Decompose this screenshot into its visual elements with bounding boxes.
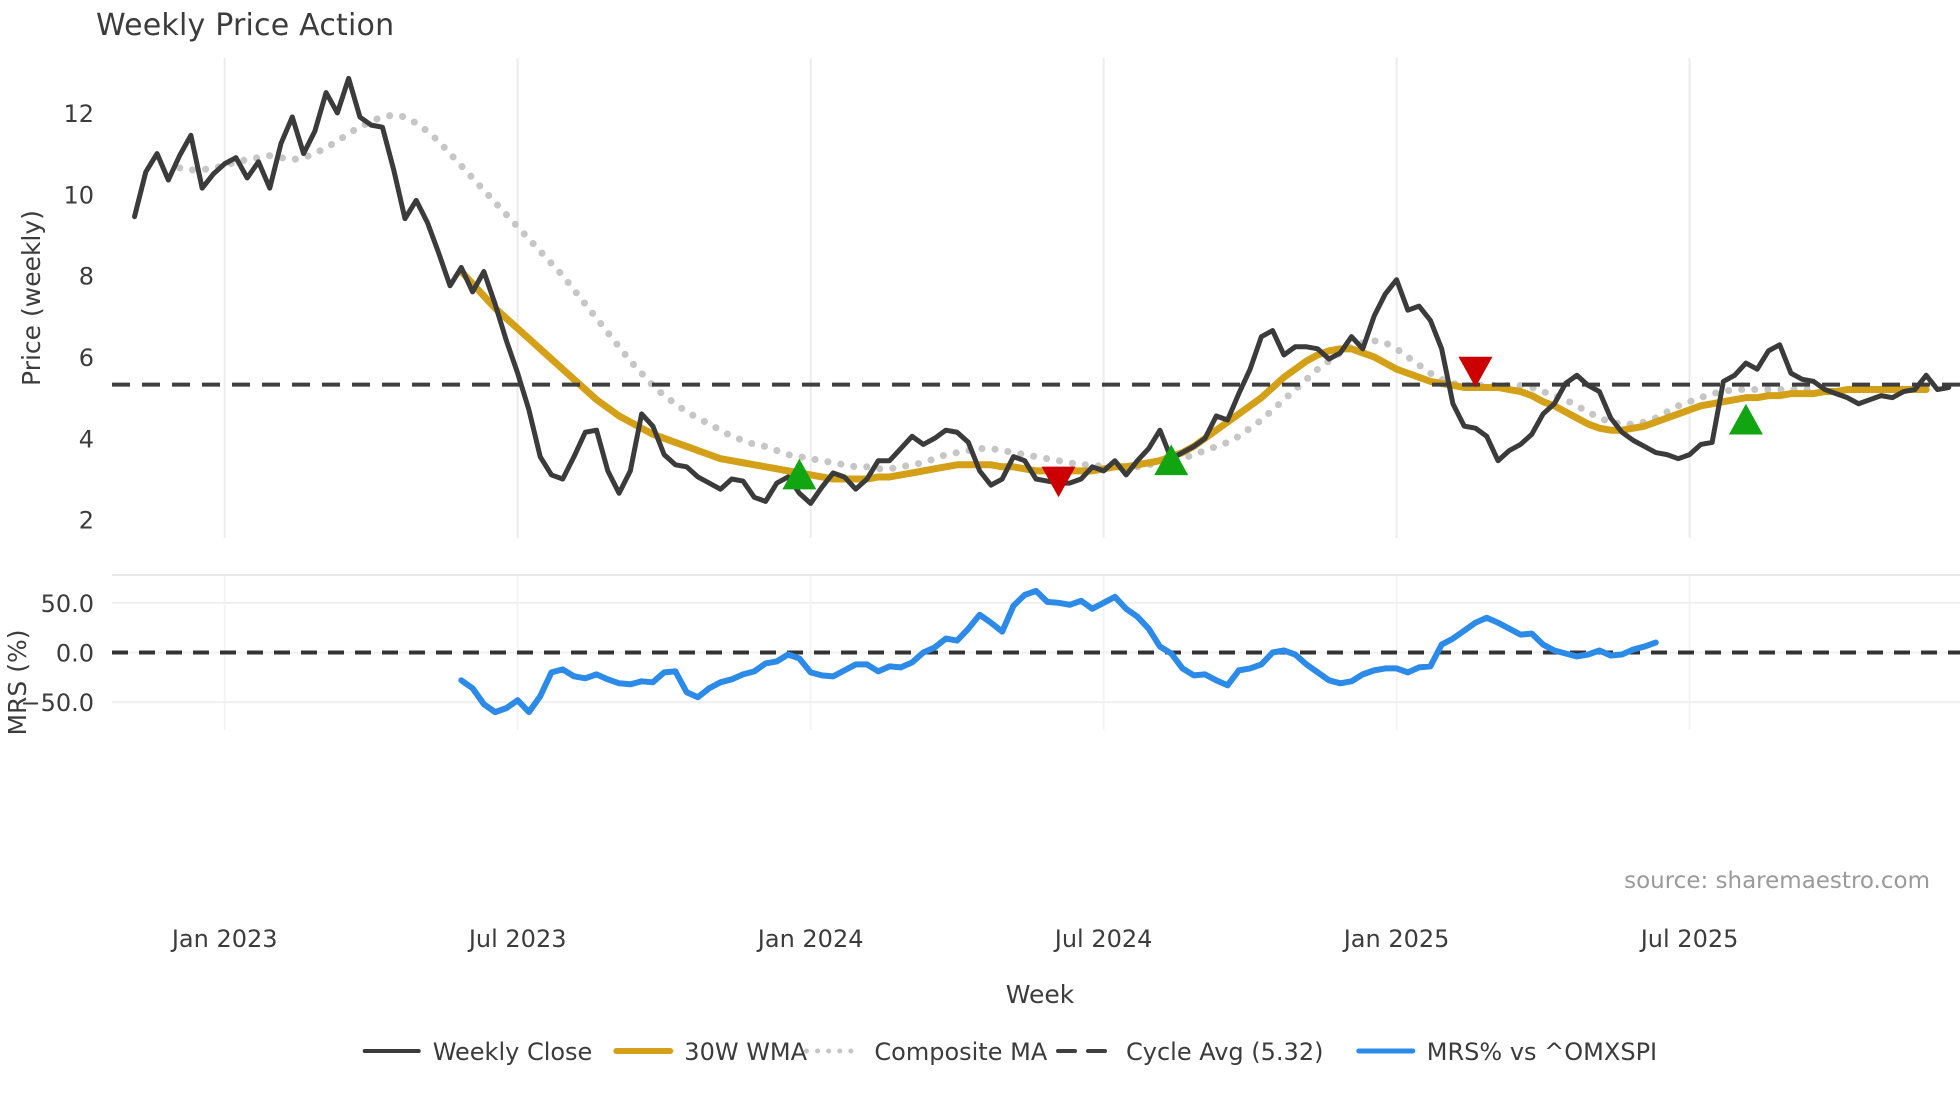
legend-item-2: 30W WMA bbox=[613, 1038, 808, 1066]
price-axis-label: Price (weekly) bbox=[17, 210, 46, 386]
xtick-4: Jan 2025 bbox=[1342, 925, 1450, 953]
mrs-ytick-2: 50.0 bbox=[41, 590, 94, 618]
xtick-0: Jan 2023 bbox=[170, 925, 278, 953]
legend-item-4: Cycle Avg (5.32) bbox=[1056, 1038, 1323, 1066]
source-watermark: source: sharemaestro.com bbox=[1624, 868, 1930, 894]
legend-item-5: MRS% vs ^OMXSPI bbox=[1356, 1038, 1657, 1066]
mrs-panel bbox=[112, 587, 1960, 716]
series-mrs-percent bbox=[458, 587, 1659, 716]
legend-label-1: Weekly Close bbox=[433, 1038, 593, 1066]
legend-label-2: 30W WMA bbox=[684, 1038, 807, 1066]
mrs-ytick-1: 0.0 bbox=[56, 640, 94, 668]
price-ytick-2: 6 bbox=[79, 344, 94, 372]
legend-item-1: Weekly Close bbox=[362, 1038, 593, 1066]
price-ytick-0: 2 bbox=[79, 507, 94, 535]
price-ytick-3: 8 bbox=[79, 263, 94, 291]
xtick-1: Jul 2023 bbox=[467, 925, 567, 953]
marker-buy-0 bbox=[782, 458, 817, 490]
price-panel bbox=[112, 75, 1960, 506]
legend-label-3: Composite MA bbox=[874, 1038, 1047, 1066]
legend-item-3: Composite MA bbox=[803, 1038, 1048, 1066]
page-title: Weekly Price Action bbox=[96, 8, 395, 43]
mrs-axis-label: MRS (%) bbox=[3, 629, 32, 735]
price-ytick-1: 4 bbox=[79, 425, 94, 453]
xtick-2: Jan 2024 bbox=[756, 925, 864, 953]
x-axis-label: Week bbox=[1006, 980, 1075, 1009]
marker-buy-2 bbox=[1154, 444, 1189, 476]
marker-sell-3 bbox=[1458, 356, 1493, 388]
axes: 2 4 6 8 10 12 −50.0 0.0 50.0 Jan 2023 Jul 2023 Jan … bbox=[3, 100, 1930, 1009]
legend-label-5: MRS% vs ^OMXSPI bbox=[1427, 1038, 1657, 1066]
series-composite-ma bbox=[176, 111, 1818, 473]
price-ytick-4: 10 bbox=[63, 181, 94, 209]
price-ytick-5: 12 bbox=[63, 100, 94, 128]
xtick-5: Jul 2025 bbox=[1639, 925, 1739, 953]
mrs-ytick-0: −50.0 bbox=[20, 689, 94, 717]
legend: Weekly Close 30W WMA Composite MA Cycle Avg… bbox=[362, 1038, 1657, 1066]
legend-label-4: Cycle Avg (5.32) bbox=[1126, 1038, 1323, 1066]
marker-buy-4 bbox=[1728, 403, 1763, 435]
xtick-3: Jul 2024 bbox=[1053, 925, 1153, 953]
marker-sell-1 bbox=[1041, 466, 1076, 498]
series-weekly-close bbox=[132, 75, 1952, 506]
